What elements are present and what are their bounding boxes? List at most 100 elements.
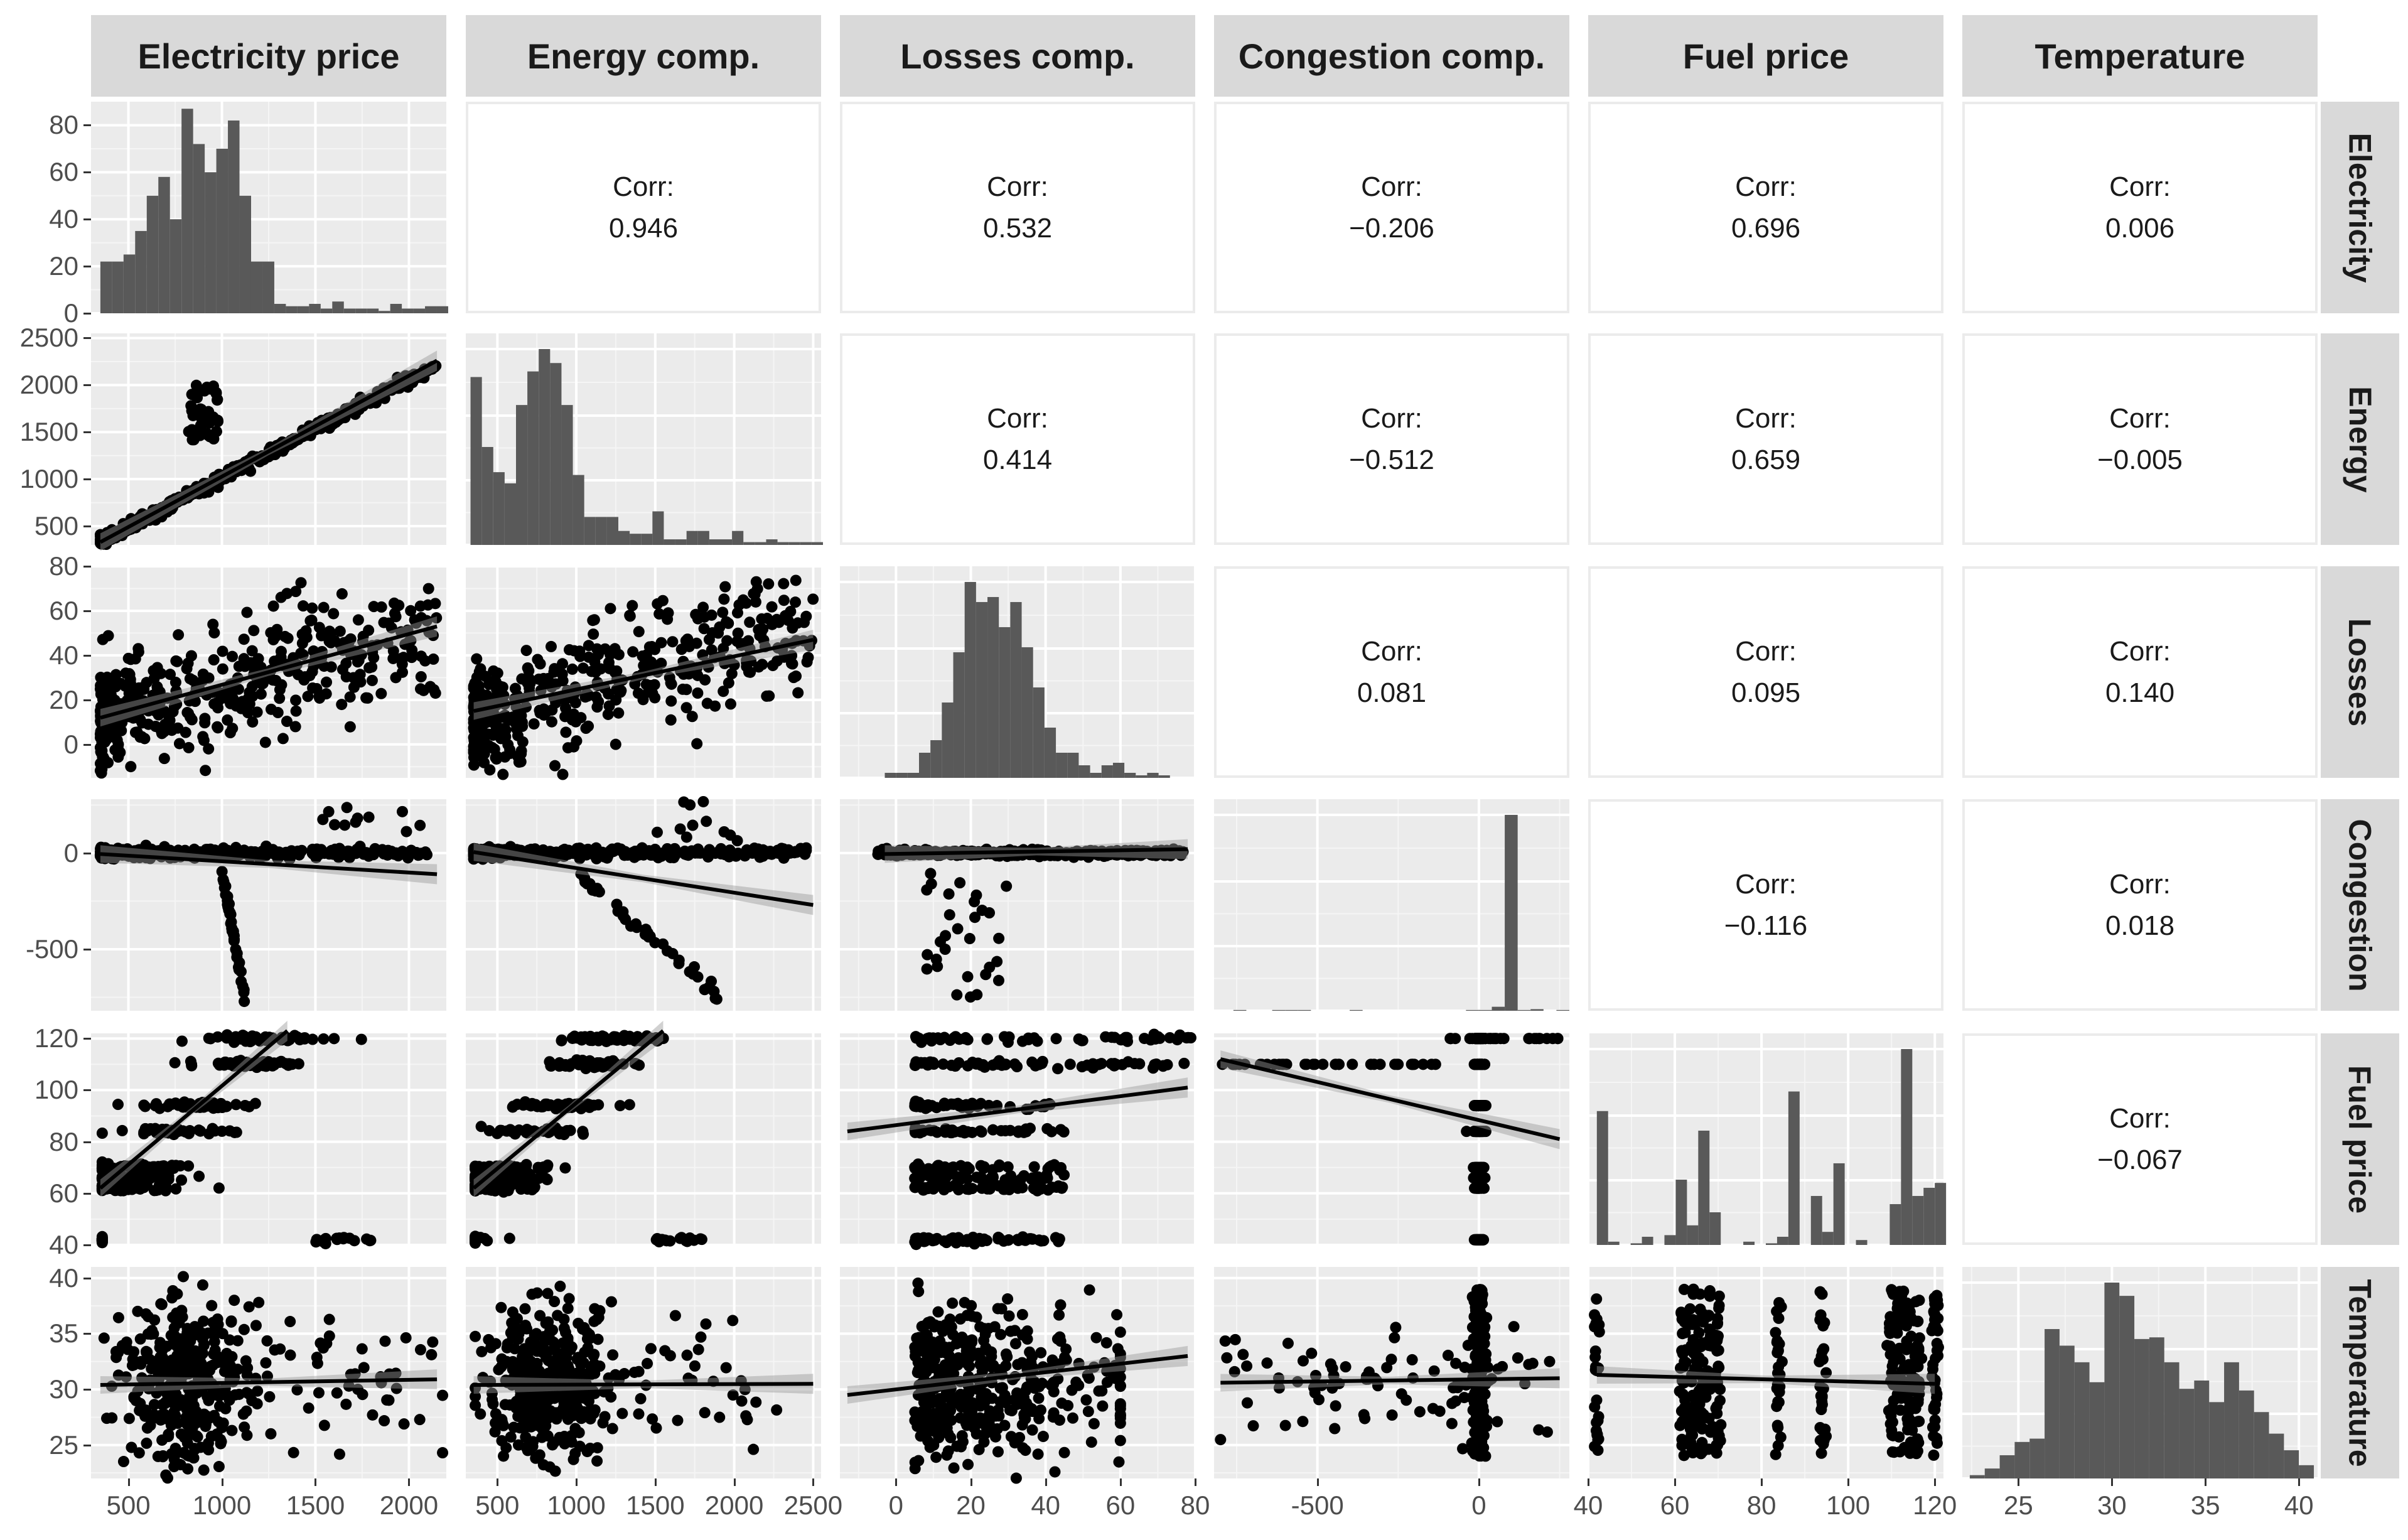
histogram-bar — [413, 308, 426, 313]
data-point — [283, 1058, 295, 1070]
data-point — [541, 1173, 553, 1185]
histogram-bar — [942, 702, 954, 778]
data-point — [610, 694, 622, 706]
points-group — [909, 1028, 1196, 1251]
data-point — [756, 659, 768, 670]
y-tick-label: 100 — [34, 1075, 78, 1105]
data-point — [615, 685, 627, 697]
data-point — [721, 616, 733, 628]
data-point — [490, 1174, 502, 1186]
histogram-bar — [1033, 687, 1045, 778]
data-point — [918, 1100, 930, 1112]
histogram-panel — [466, 333, 824, 546]
data-point — [221, 1029, 233, 1041]
trend-line — [99, 358, 438, 544]
data-point — [228, 935, 240, 947]
row-strip-label: Electricity — [2321, 102, 2399, 313]
data-point — [1469, 1182, 1481, 1194]
data-point — [323, 848, 335, 860]
data-point — [150, 1098, 162, 1110]
data-point — [97, 731, 109, 743]
data-point — [673, 954, 685, 966]
y-tick-label: 60 — [49, 595, 78, 625]
data-point — [212, 722, 224, 734]
correlation-text: Corr: 0.659 — [1731, 398, 1800, 481]
data-point — [183, 695, 195, 707]
data-point — [239, 660, 251, 672]
data-point — [167, 723, 179, 735]
data-point — [790, 670, 802, 682]
trend-line — [847, 1085, 1188, 1134]
y-tick-mark — [83, 1141, 91, 1143]
data-point — [368, 601, 380, 613]
data-point — [415, 371, 427, 383]
data-point — [913, 1057, 925, 1069]
correlation-value: 0.532 — [982, 212, 1053, 244]
data-point — [215, 1097, 227, 1109]
data-point — [644, 661, 656, 673]
data-point — [290, 694, 302, 706]
data-point — [996, 1059, 1008, 1071]
histogram-svg — [1214, 799, 1569, 1012]
histogram-bar — [953, 652, 965, 778]
column-strip-label: Energy comp. — [466, 15, 821, 97]
data-point — [1406, 1058, 1417, 1070]
data-point — [556, 668, 568, 680]
data-point — [790, 596, 802, 608]
data-point — [1003, 1031, 1015, 1043]
data-point — [1149, 1033, 1161, 1045]
data-point — [400, 826, 412, 837]
data-point — [505, 1125, 517, 1137]
histogram-bar — [470, 377, 482, 545]
y-tick-label: 80 — [49, 551, 78, 581]
data-point — [976, 905, 988, 917]
data-point — [721, 635, 733, 647]
scatter-panel — [91, 333, 446, 551]
data-point — [1301, 1058, 1313, 1070]
data-point — [1053, 1236, 1065, 1247]
data-point — [952, 1232, 964, 1244]
data-point — [665, 714, 677, 726]
correlation-label: Corr: — [2109, 635, 2171, 667]
data-point — [916, 1126, 928, 1138]
row-strip-label: Energy — [2321, 333, 2399, 545]
data-point — [743, 666, 755, 678]
data-point — [563, 643, 575, 655]
histogram-bar — [481, 446, 493, 545]
data-point — [360, 692, 372, 704]
data-point — [1391, 1058, 1403, 1070]
data-point — [744, 617, 756, 628]
correlation-text: Corr: −0.116 — [1724, 864, 1808, 947]
data-point — [792, 687, 804, 699]
data-point — [217, 873, 229, 885]
data-point — [544, 1099, 556, 1111]
y-tick-mark — [83, 337, 91, 340]
data-point — [927, 1032, 939, 1044]
data-point — [348, 681, 360, 693]
histogram-bar — [811, 542, 824, 545]
data-point — [202, 408, 214, 420]
data-point — [318, 601, 330, 613]
data-point — [234, 1057, 245, 1069]
data-point — [930, 953, 942, 965]
data-point — [1046, 1160, 1058, 1172]
data-point — [614, 844, 626, 856]
y-tick-label: 0 — [63, 729, 78, 759]
data-point — [387, 652, 399, 664]
data-point — [213, 1182, 225, 1194]
data-point — [572, 1058, 584, 1070]
correlation-label: Corr: — [1735, 402, 1797, 434]
data-point — [545, 1060, 557, 1072]
scatter-svg — [91, 565, 446, 779]
correlation-label: Corr: — [2109, 868, 2171, 900]
y-tick-mark — [83, 313, 91, 315]
data-point — [363, 624, 375, 636]
histogram-bar — [169, 219, 182, 313]
data-point — [694, 847, 706, 859]
data-point — [113, 746, 125, 758]
data-point — [246, 645, 258, 657]
data-point — [352, 812, 363, 824]
correlation-text: Corr: 0.081 — [1357, 631, 1426, 714]
row-strip-text: Congestion — [2342, 819, 2378, 991]
data-point — [1105, 1058, 1117, 1070]
